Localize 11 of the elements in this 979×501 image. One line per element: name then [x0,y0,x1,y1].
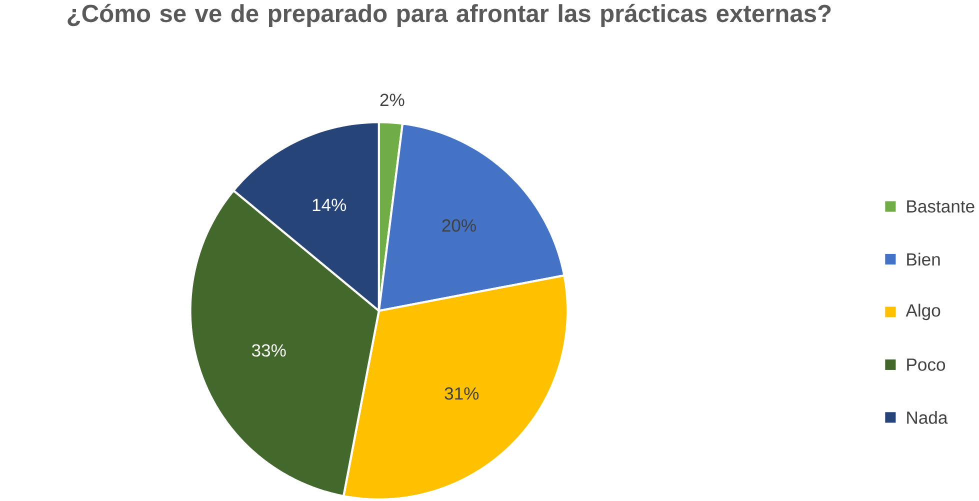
legend-label: Algo [906,304,940,320]
legend-label: Nada [907,411,948,424]
legend-label: Poco [907,358,946,372]
data-label: 14% [312,199,346,212]
chart-title: ¿Cómo se ve de preparado para afrontar las prácticas externas? [68,4,831,28]
legend-label: Bien [907,253,940,266]
data-label: 2% [380,94,404,106]
data-label: 33% [252,344,286,357]
data-label: 31% [444,388,479,400]
legend-label: Bastante [907,200,974,213]
data-label: 20% [442,220,476,232]
